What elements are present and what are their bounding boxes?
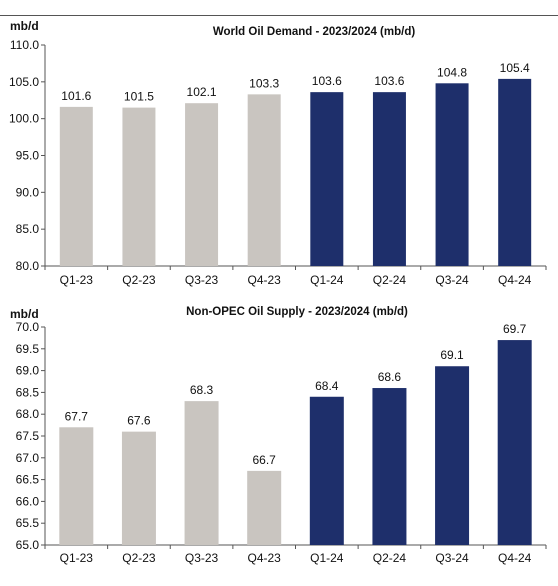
y-tick-label: 70.0 bbox=[16, 320, 40, 334]
data-label: 103.6 bbox=[374, 74, 404, 88]
data-label: 68.6 bbox=[378, 370, 402, 384]
data-label: 102.1 bbox=[187, 85, 217, 99]
data-label: 105.4 bbox=[500, 61, 530, 75]
y-tick-label: 66.5 bbox=[16, 473, 40, 487]
y-tick-label: 68.5 bbox=[16, 385, 40, 399]
x-tick-label: Q3-23 bbox=[185, 551, 219, 565]
x-tick-label: Q3-23 bbox=[185, 273, 219, 287]
y-tick-label: 90.0 bbox=[16, 185, 40, 199]
chart-title: Non-OPEC Oil Supply - 2023/2024 (mb/d) bbox=[186, 306, 408, 318]
x-tick-label: Q4-23 bbox=[248, 273, 282, 287]
data-label: 103.6 bbox=[312, 74, 342, 88]
data-label: 67.6 bbox=[127, 414, 151, 428]
bar bbox=[435, 366, 470, 545]
y-unit-label: mb/d bbox=[10, 307, 39, 321]
x-tick-label: Q1-24 bbox=[310, 273, 344, 287]
bar bbox=[184, 401, 219, 545]
y-tick-label: 95.0 bbox=[16, 149, 40, 163]
y-tick-label: 69.0 bbox=[16, 364, 40, 378]
y-tick-label: 85.0 bbox=[16, 222, 40, 236]
x-tick-label: Q2-23 bbox=[122, 273, 156, 287]
y-tick-label: 100.0 bbox=[9, 112, 39, 126]
data-label: 69.7 bbox=[503, 322, 527, 336]
x-tick-label: Q3-24 bbox=[435, 273, 469, 287]
bar bbox=[122, 107, 156, 266]
y-tick-label: 65.5 bbox=[16, 516, 40, 530]
bar bbox=[59, 106, 93, 266]
bar bbox=[435, 83, 469, 266]
bar bbox=[310, 92, 344, 266]
bar bbox=[121, 431, 156, 545]
bar bbox=[372, 388, 407, 545]
x-tick-label: Q1-24 bbox=[310, 551, 344, 565]
world-oil-demand-chart: mb/d World Oil Demand - 2023/2024 (mb/d)… bbox=[9, 19, 547, 287]
data-label: 103.3 bbox=[249, 76, 279, 90]
x-tick-label: Q1-23 bbox=[60, 551, 94, 565]
bar bbox=[372, 92, 406, 266]
x-tick-label: Q1-23 bbox=[60, 273, 94, 287]
x-tick-label: Q4-24 bbox=[498, 551, 532, 565]
data-label: 68.3 bbox=[190, 383, 214, 397]
x-tick-label: Q2-24 bbox=[373, 273, 407, 287]
y-tick-label: 68.0 bbox=[16, 407, 40, 421]
bar bbox=[497, 340, 532, 545]
x-tick-label: Q4-23 bbox=[248, 551, 282, 565]
bar bbox=[247, 470, 282, 545]
y-tick-label: 67.0 bbox=[16, 451, 40, 465]
data-label: 67.7 bbox=[65, 409, 89, 423]
bar bbox=[185, 103, 219, 267]
top-divider bbox=[0, 15, 558, 16]
y-tick-label: 65.0 bbox=[16, 538, 40, 552]
data-label: 66.7 bbox=[253, 453, 277, 467]
bar bbox=[309, 396, 344, 545]
x-tick-label: Q3-24 bbox=[435, 551, 469, 565]
x-tick-label: Q4-24 bbox=[498, 273, 532, 287]
y-tick-label: 80.0 bbox=[16, 259, 40, 273]
bar bbox=[59, 427, 94, 545]
x-tick-label: Q2-23 bbox=[122, 551, 156, 565]
y-tick-label: 66.0 bbox=[16, 494, 40, 508]
y-tick-label: 69.5 bbox=[16, 342, 40, 356]
chart-title: World Oil Demand - 2023/2024 (mb/d) bbox=[213, 26, 416, 38]
y-unit-label: mb/d bbox=[10, 19, 39, 33]
data-label: 101.5 bbox=[124, 90, 154, 104]
data-label: 68.4 bbox=[315, 379, 339, 393]
bar bbox=[247, 94, 281, 267]
bar bbox=[498, 78, 532, 267]
y-tick-label: 105.0 bbox=[9, 75, 39, 89]
y-tick-label: 110.0 bbox=[10, 38, 39, 52]
data-label: 104.8 bbox=[437, 65, 467, 79]
data-label: 101.6 bbox=[61, 89, 91, 103]
non-opec-oil-supply-chart: mb/d Non-OPEC Oil Supply - 2023/2024 (mb… bbox=[10, 306, 547, 565]
x-tick-label: Q2-24 bbox=[373, 551, 407, 565]
y-tick-label: 67.5 bbox=[16, 429, 40, 443]
data-label: 69.1 bbox=[440, 348, 464, 362]
